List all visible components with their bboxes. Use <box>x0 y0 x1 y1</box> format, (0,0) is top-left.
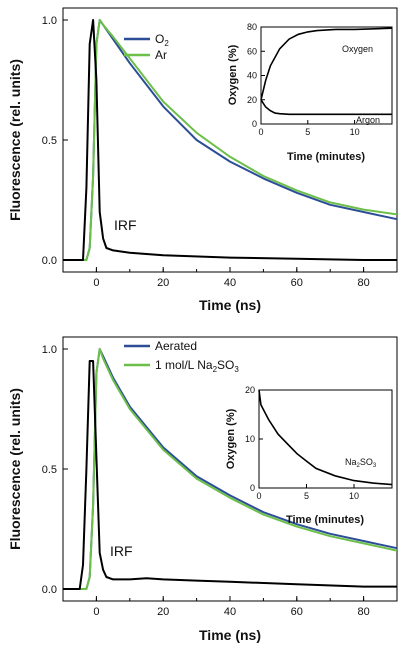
bottom-inset-y-tick-label: 20 <box>245 385 255 395</box>
bottom-inset-y-ticks: 0 10 20 <box>245 385 263 493</box>
top-inset-y-axis-title: Oxygen (%) <box>227 44 239 105</box>
top-inset-y-tick-label: 20 <box>247 95 257 105</box>
bottom-inset-series <box>258 389 393 486</box>
top-inset-y-tick-label: 0 <box>252 119 257 129</box>
bottom-y-axis-title: Fluorescence (rel. units) <box>7 388 23 550</box>
bottom-x-axis-title: Time (ns) <box>199 627 261 643</box>
bottom-inset-x-tick-label: 5 <box>304 491 309 501</box>
bottom-inset-y-tick-label: 10 <box>245 434 255 444</box>
bottom-y-tick-label: 0.0 <box>42 584 57 596</box>
bottom-x-tick-label: 20 <box>157 606 169 618</box>
top-series-ar <box>63 19 398 261</box>
top-inset-x-axis-title: Time (minutes) <box>287 151 365 163</box>
top-inset-y-tick-label: 60 <box>247 46 257 56</box>
bottom-inset-x-ticks: 0 5 10 <box>256 484 359 501</box>
top-inset-series <box>260 27 393 116</box>
top-legend-o2: O2 <box>155 32 169 48</box>
top-inset-x-tick-label: 10 <box>350 127 360 137</box>
bottom-series-1-mol-l-na2so3 <box>63 348 398 590</box>
bottom-inset: 0 10 20 0 5 10 Time (minutes) Oxygen (%) Na2… <box>225 385 393 526</box>
bottom-inset-y-tick-label: 0 <box>250 483 255 493</box>
bottom-series <box>63 348 398 590</box>
bottom-y-tick-label: 0.5 <box>42 464 57 476</box>
top-y-tick-label: 1.0 <box>42 15 57 27</box>
top-inset-x-ticks: 0 5 10 <box>258 120 360 137</box>
top-inset-label-argon: Argon <box>356 115 380 125</box>
bottom-x-tick-label: 40 <box>224 606 236 618</box>
bottom-legend-aerated: Aerated <box>155 339 197 353</box>
bottom-inset-y-axis-title: Oxygen (%) <box>225 408 237 469</box>
bottom-inset-curve-1 <box>258 389 393 486</box>
top-series-irf <box>63 19 397 261</box>
top-inset-y-ticks: 0 20 40 60 80 <box>247 22 265 129</box>
top-inset-frame <box>260 26 393 125</box>
top-inset-x-tick-label: 5 <box>305 127 310 137</box>
top-inset-curve-1 <box>260 27 393 100</box>
top-y-ticks: 0.0 0.5 1.0 <box>42 15 68 267</box>
top-legend: O2 Ar <box>124 32 169 62</box>
bottom-irf-label: IRF <box>110 543 133 559</box>
top-x-tick-label: 20 <box>157 277 169 289</box>
top-y-axis-title: Fluorescence (rel. units) <box>7 59 23 221</box>
top-inset-y-tick-label: 80 <box>247 22 257 32</box>
bottom-inset-label-sulfite: Na2SO3 <box>345 457 377 469</box>
top-inset-label-oxygen: Oxygen <box>342 44 373 54</box>
top-x-tick-label: 0 <box>93 277 99 289</box>
top-series <box>63 19 398 261</box>
top-x-ticks: 0 20 40 60 80 <box>62 267 398 289</box>
top-x-tick-label: 60 <box>291 277 303 289</box>
bottom-y-tick-label: 1.0 <box>42 344 57 356</box>
bottom-inset-x-axis-title: Time (minutes) <box>286 514 364 526</box>
bottom-panel: 0.0 0.5 1.0 0 20 40 60 80 Time (ns) Fluorescen… <box>7 336 398 643</box>
bottom-x-ticks: 0 20 40 60 80 <box>62 596 398 618</box>
bottom-x-tick-label: 80 <box>357 606 369 618</box>
bottom-legend: Aerated 1 mol/L Na2SO3 <box>124 339 239 374</box>
top-y-tick-label: 0.5 <box>42 135 57 147</box>
bottom-y-ticks: 0.0 0.5 1.0 <box>42 344 68 596</box>
top-irf-label: IRF <box>114 217 137 233</box>
bottom-x-tick-label: 60 <box>291 606 303 618</box>
top-inset-x-tick-label: 0 <box>258 127 263 137</box>
bottom-inset-x-tick-label: 0 <box>256 491 261 501</box>
top-panel: 0.0 0.5 1.0 0 20 40 60 80 Time (ns) Fluorescen… <box>7 7 398 313</box>
bottom-x-tick-label: 0 <box>93 606 99 618</box>
top-inset-y-tick-label: 40 <box>247 71 257 81</box>
top-inset-curve-2 <box>260 99 392 116</box>
bottom-inset-frame <box>258 389 393 489</box>
top-inset: 0 20 40 60 80 0 5 10 Time (minutes) Oxygen (%)… <box>227 22 393 163</box>
top-x-tick-label: 80 <box>357 277 369 289</box>
top-legend-ar: Ar <box>155 48 167 62</box>
bottom-series-irf <box>63 360 397 590</box>
top-x-axis-title: Time (ns) <box>199 297 261 313</box>
top-x-tick-label: 40 <box>224 277 236 289</box>
bottom-inset-x-tick-label: 10 <box>349 491 359 501</box>
bottom-legend-sulfite: 1 mol/L Na2SO3 <box>155 358 239 374</box>
top-y-tick-label: 0.0 <box>42 255 57 267</box>
